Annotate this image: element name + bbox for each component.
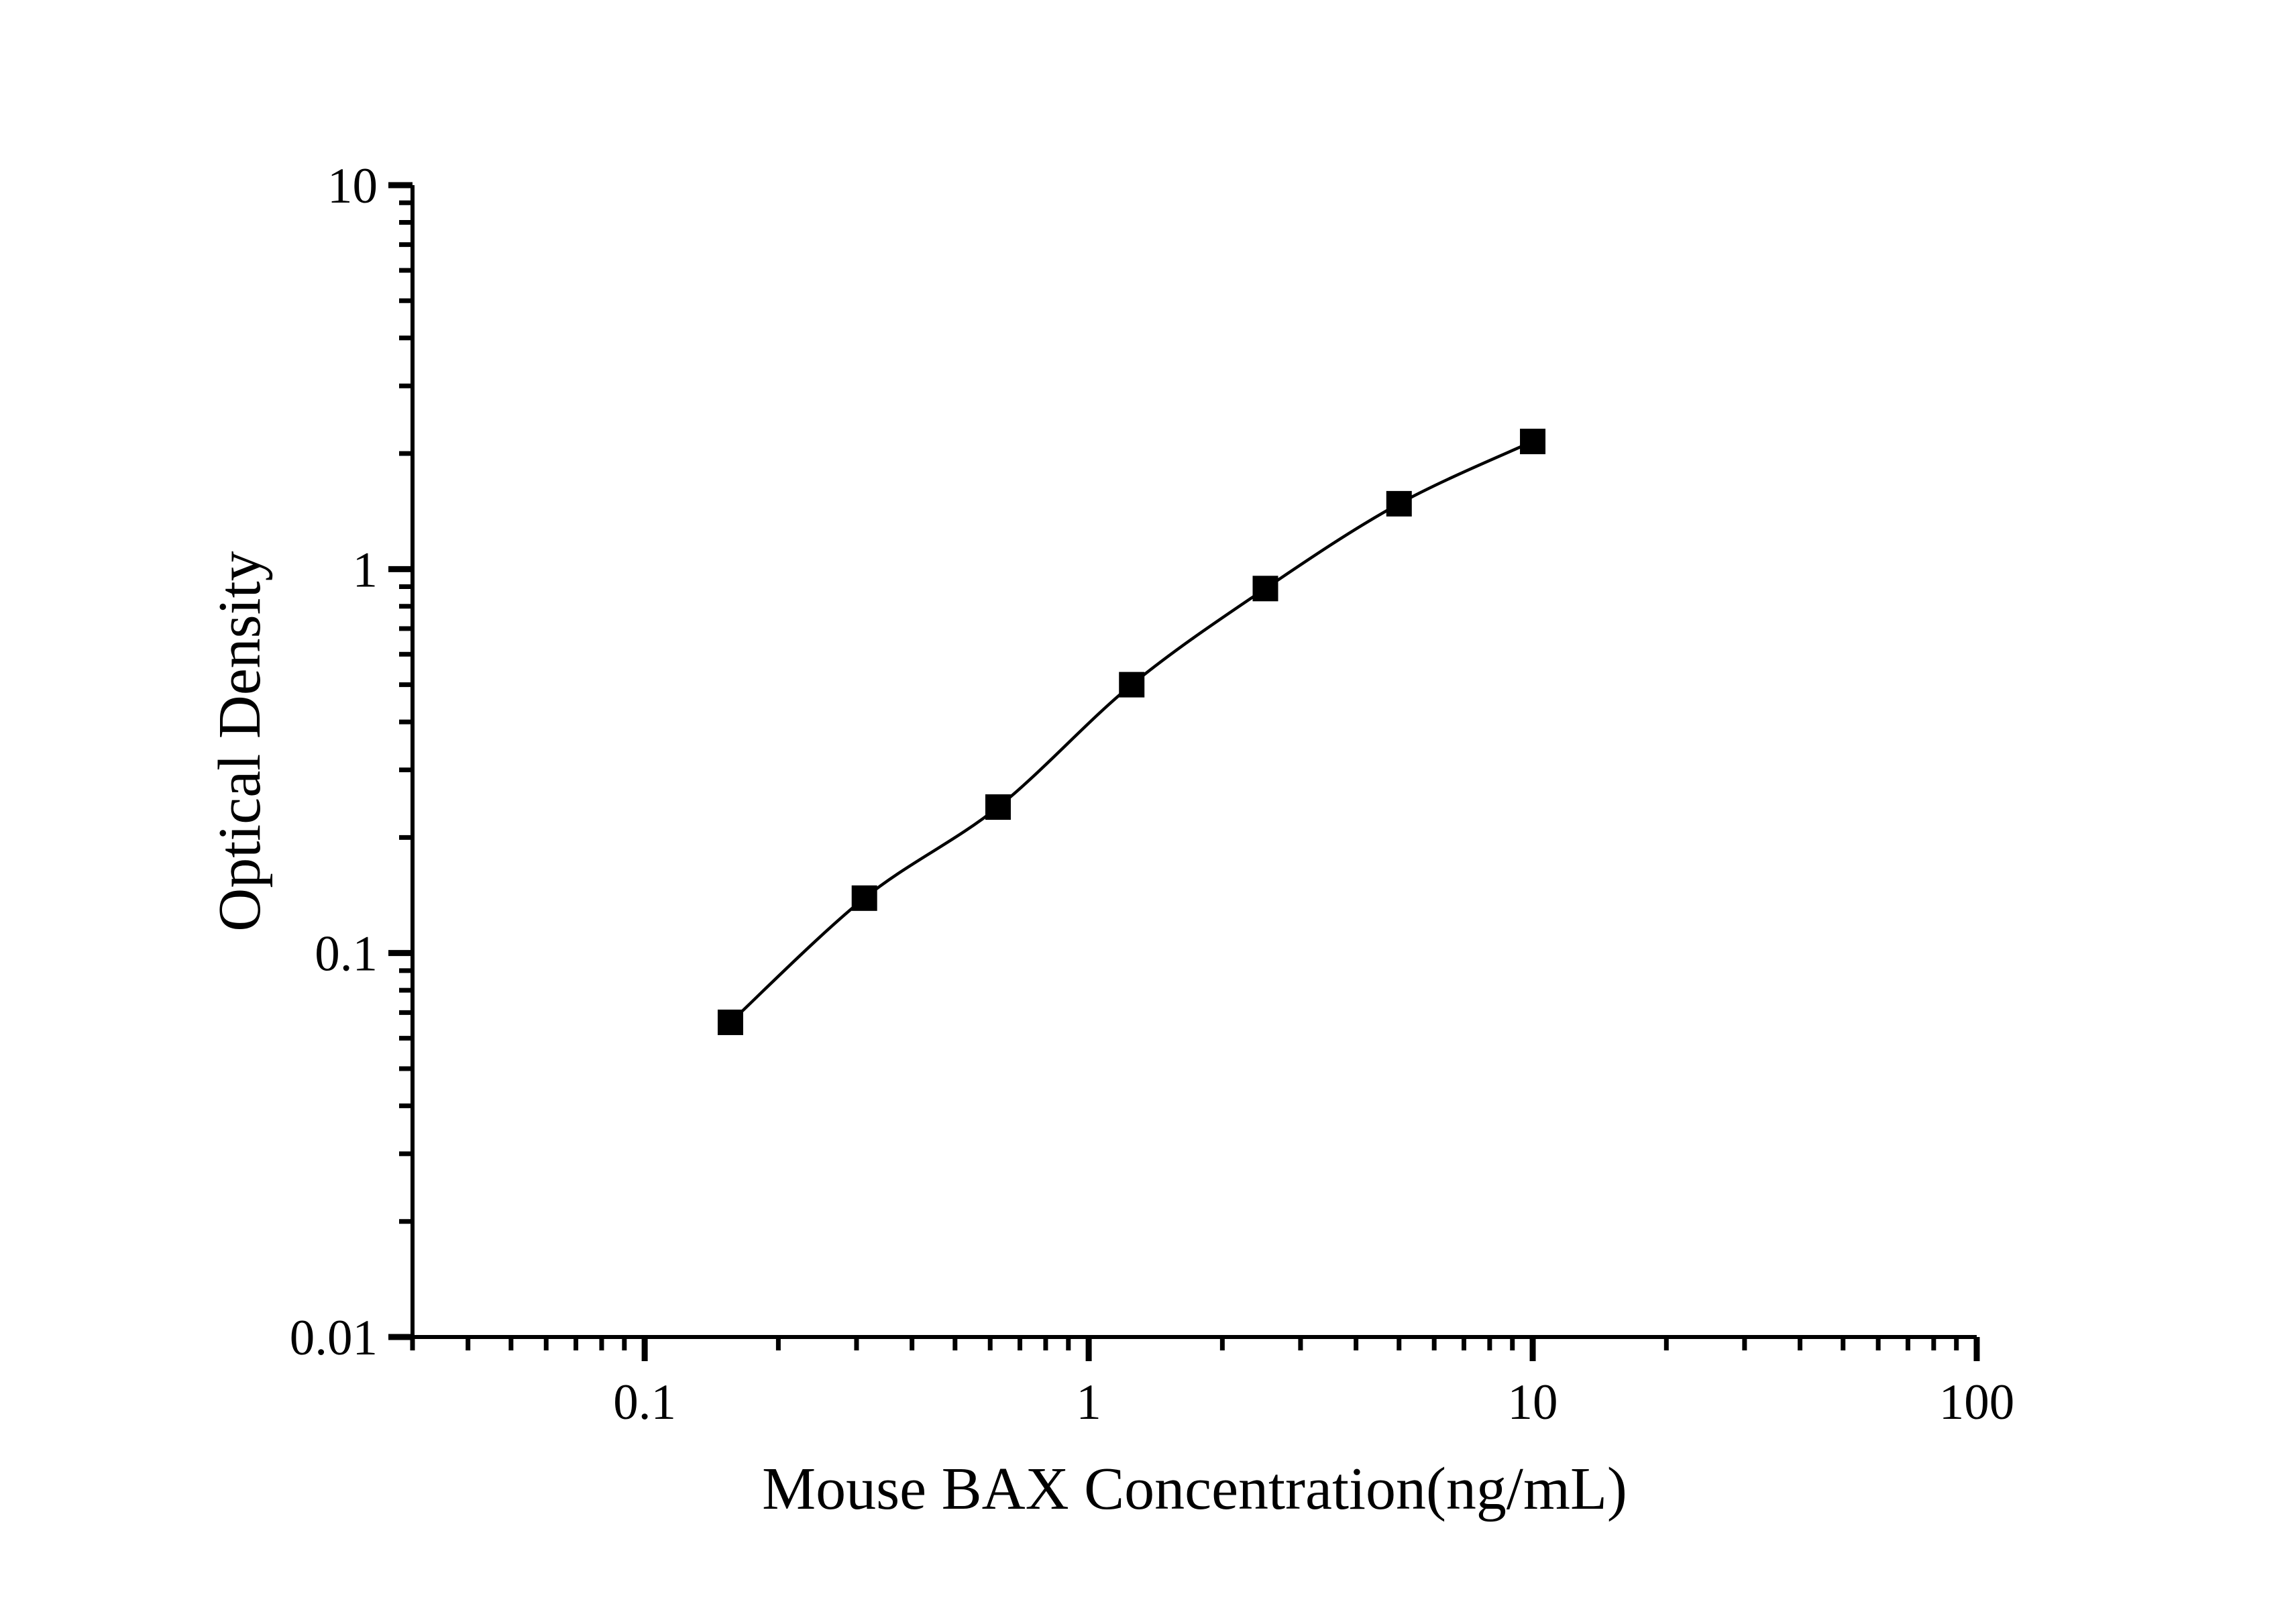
x-axis-title: Mouse BAX Concentration(ng/mL) xyxy=(762,1456,1627,1522)
x-tick-label: 10 xyxy=(1508,1375,1558,1430)
y-tick-label: 10 xyxy=(327,158,378,214)
x-tick-label: 1 xyxy=(1076,1375,1101,1430)
data-point-marker xyxy=(717,1009,743,1035)
data-point-marker xyxy=(1252,576,1278,602)
standard-curve-line xyxy=(729,440,1533,1024)
x-tick-label: 100 xyxy=(1939,1375,2015,1430)
y-tick-label: 0.01 xyxy=(290,1310,378,1366)
data-point-marker xyxy=(1386,490,1412,517)
data-point-marker xyxy=(985,794,1011,820)
data-point-marker xyxy=(1119,672,1145,698)
y-axis-title: Optical Density xyxy=(207,551,273,932)
data-point-marker xyxy=(851,885,877,911)
x-tick-label: 0.1 xyxy=(613,1375,676,1430)
y-tick-label: 0.1 xyxy=(315,926,378,982)
data-point-marker xyxy=(1520,429,1546,455)
y-tick-label: 1 xyxy=(353,542,378,598)
